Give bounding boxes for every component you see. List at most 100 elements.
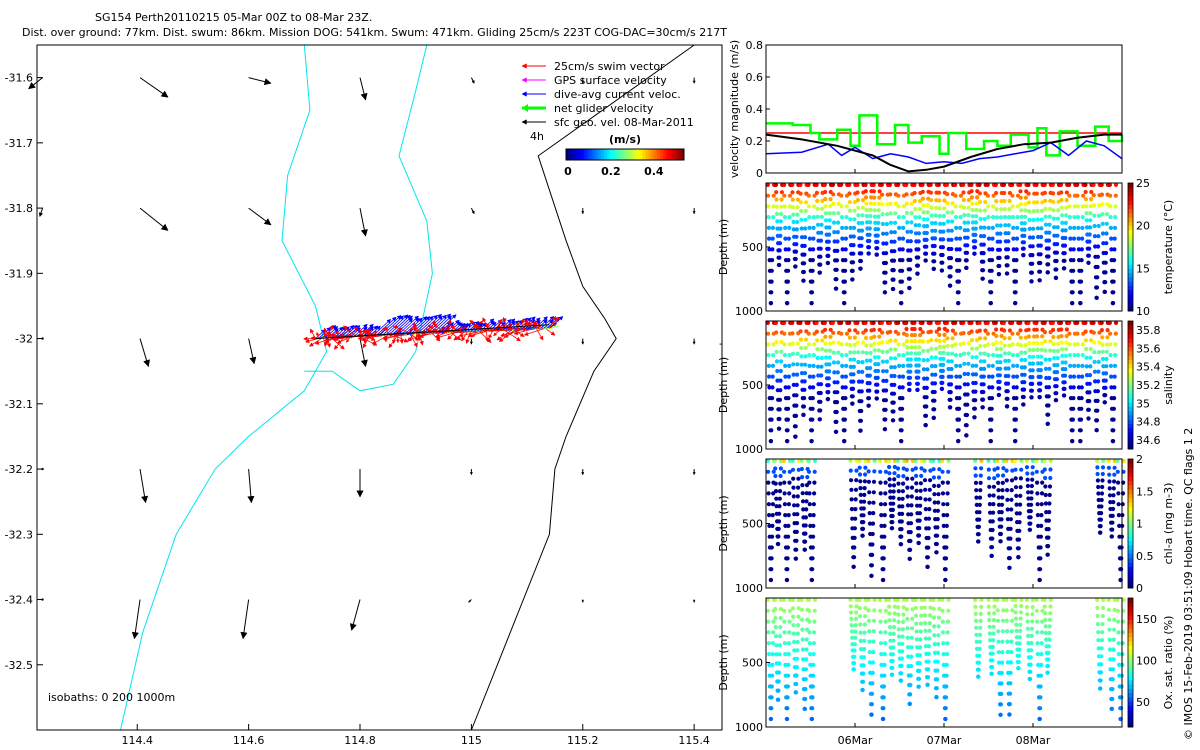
section-point [806, 608, 812, 613]
section-point [802, 371, 808, 376]
section-point [953, 182, 958, 187]
section-point [906, 512, 911, 517]
section-point [852, 535, 857, 541]
section-point [880, 340, 885, 345]
section-point [831, 211, 836, 216]
section-point [1048, 339, 1053, 344]
section-point [858, 258, 864, 264]
section-point [1087, 390, 1092, 395]
section-point [885, 212, 890, 217]
section-point [981, 242, 986, 247]
section-point [852, 661, 857, 666]
swim-vector-head [501, 324, 507, 329]
section-point [1103, 385, 1108, 390]
section-point [1094, 285, 1100, 290]
swim-vector-head [382, 334, 388, 340]
section-point [771, 353, 776, 358]
section-point [1030, 605, 1035, 610]
section-point [810, 695, 815, 700]
current-vector-head [466, 322, 472, 328]
swim-vector-head [406, 336, 412, 342]
section-point [962, 371, 967, 377]
section-colorbar-segment [1128, 212, 1133, 218]
section-point [799, 362, 804, 367]
section-point [1019, 467, 1024, 472]
section-point [782, 215, 788, 220]
swim-vector [545, 328, 556, 336]
section-point [890, 526, 895, 531]
section-point [843, 258, 848, 263]
current-vector-head [511, 320, 516, 326]
section-point [927, 507, 932, 512]
section-point [808, 652, 813, 657]
section-point [884, 241, 889, 246]
section-point [909, 645, 914, 650]
section-point [987, 502, 993, 507]
section-point [802, 379, 807, 384]
section-point [957, 268, 962, 273]
section-point [803, 687, 808, 692]
section-point [1076, 247, 1081, 252]
section-point [901, 612, 906, 617]
sfc-vector [692, 77, 696, 84]
section-point [866, 479, 872, 484]
section-point [839, 320, 844, 325]
section-point [766, 342, 771, 347]
section-point [769, 706, 774, 711]
section-point [989, 290, 994, 295]
colorbar-segment [571, 149, 576, 160]
section-point [1011, 363, 1016, 368]
section-point [812, 630, 817, 635]
section-point [889, 239, 894, 244]
section-point [981, 259, 986, 264]
section-point [803, 696, 808, 702]
section-point [1095, 605, 1100, 611]
section-point [1043, 611, 1048, 616]
section-point [916, 375, 921, 380]
section-point [786, 385, 791, 390]
section-point [888, 631, 893, 637]
current-vector-head [333, 326, 339, 331]
section-point [868, 220, 873, 225]
section-point [1023, 208, 1028, 213]
section-point [806, 597, 811, 603]
section-point [962, 228, 967, 233]
section-point [897, 385, 902, 390]
section-point [1047, 637, 1052, 642]
section-point [948, 265, 953, 270]
section-point [1063, 228, 1068, 233]
section-point [1031, 354, 1036, 359]
section-point [1005, 660, 1011, 665]
section-point [1096, 484, 1101, 490]
section-point [881, 577, 886, 583]
section-point [1035, 619, 1040, 624]
section-point [1037, 395, 1042, 400]
section-point [849, 616, 854, 622]
colorbar-segment [566, 149, 570, 160]
section-colorbar-segment [1128, 579, 1133, 585]
section-point [1109, 706, 1114, 712]
swim-vector-head [496, 336, 502, 341]
section-point [778, 388, 783, 393]
section-point [1023, 195, 1028, 200]
velocity-ytick-label: 0.4 [746, 103, 764, 116]
section-point [1032, 200, 1037, 205]
section-point [993, 182, 998, 187]
section-point [899, 656, 904, 661]
section-point [862, 499, 867, 504]
section-point [1110, 677, 1115, 682]
glider-map: 114.4 114.6 114.8 115 115.2 115.4-31.6-31.7-3… [5, 44, 723, 747]
sfc-vector-head [469, 341, 473, 345]
section-point [1067, 193, 1072, 198]
section-point [1042, 330, 1047, 335]
section-point [791, 494, 796, 499]
section-point [766, 225, 772, 230]
section-point [1035, 513, 1040, 518]
section-point [859, 389, 864, 394]
section-point [769, 406, 774, 411]
section-point [803, 677, 808, 682]
section-point [896, 331, 901, 336]
section-point [990, 374, 995, 379]
